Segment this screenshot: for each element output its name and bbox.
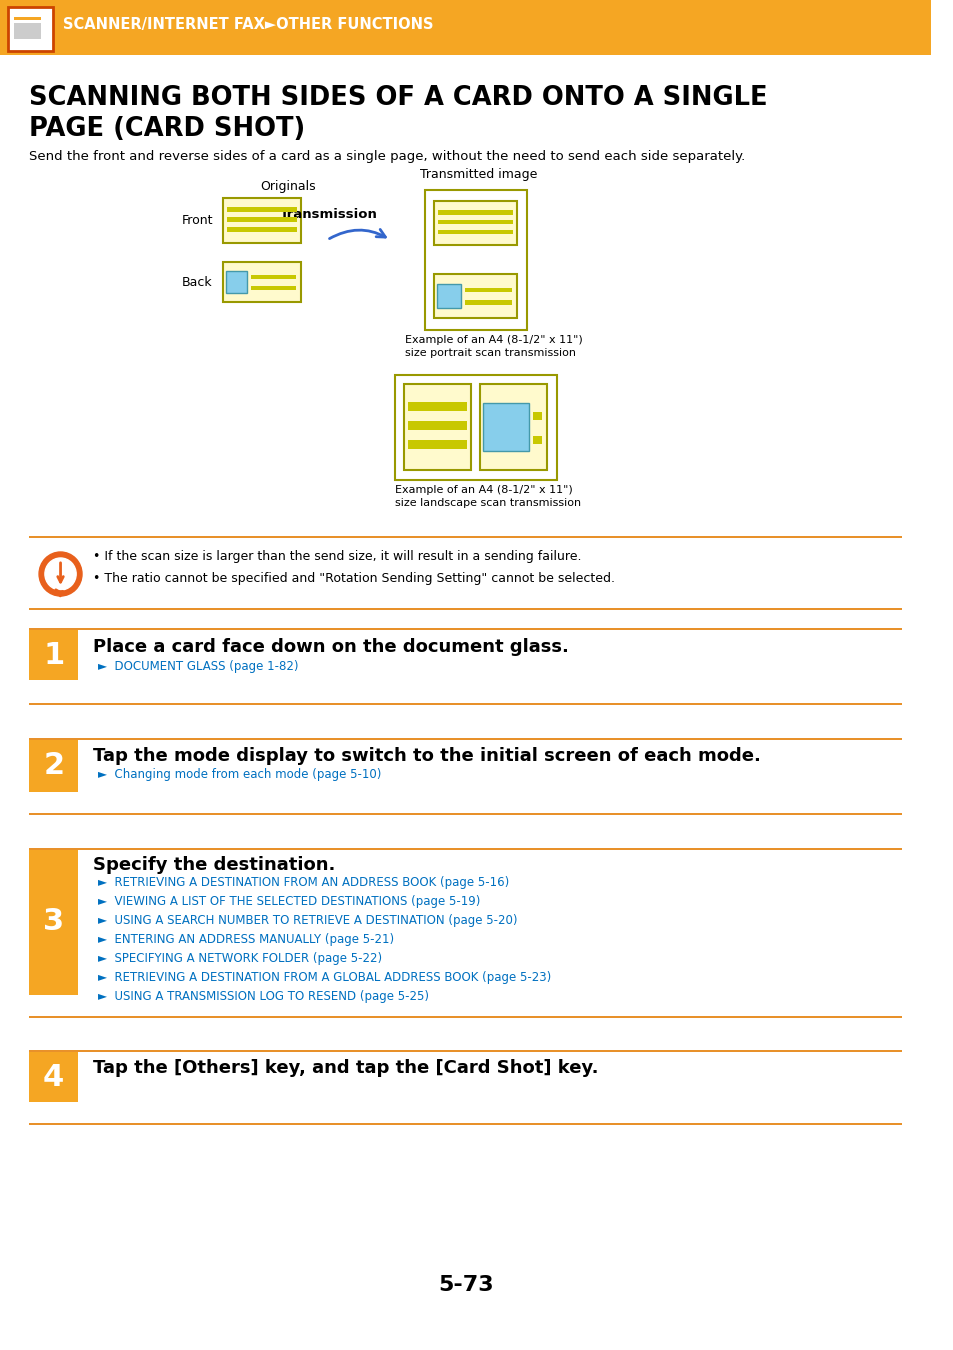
FancyBboxPatch shape — [13, 32, 41, 36]
FancyBboxPatch shape — [408, 402, 466, 410]
Circle shape — [45, 558, 76, 590]
FancyBboxPatch shape — [226, 227, 296, 232]
Text: 1: 1 — [43, 640, 64, 670]
Text: Transmitted image: Transmitted image — [419, 167, 537, 181]
FancyBboxPatch shape — [13, 23, 41, 39]
FancyBboxPatch shape — [222, 262, 300, 302]
FancyBboxPatch shape — [0, 0, 930, 55]
FancyBboxPatch shape — [30, 848, 902, 850]
Text: ►  USING A TRANSMISSION LOG TO RESEND (page 5-25): ► USING A TRANSMISSION LOG TO RESEND (pa… — [97, 990, 428, 1003]
FancyBboxPatch shape — [464, 301, 511, 305]
Text: Back: Back — [182, 275, 213, 289]
Text: Tap the mode display to switch to the initial screen of each mode.: Tap the mode display to switch to the in… — [92, 747, 760, 765]
Text: • The ratio cannot be specified and "Rotation Sending Setting" cannot be selecte: • The ratio cannot be specified and "Rot… — [92, 572, 614, 585]
FancyBboxPatch shape — [30, 1052, 78, 1102]
FancyBboxPatch shape — [30, 630, 78, 680]
FancyArrowPatch shape — [58, 563, 63, 582]
FancyBboxPatch shape — [30, 813, 902, 815]
FancyBboxPatch shape — [222, 198, 300, 243]
Text: • If the scan size is larger than the send size, it will result in a sending fai: • If the scan size is larger than the se… — [92, 549, 580, 563]
FancyArrowPatch shape — [329, 230, 385, 239]
FancyBboxPatch shape — [251, 275, 295, 279]
Text: SCANNER/INTERNET FAX►OTHER FUNCTIONS: SCANNER/INTERNET FAX►OTHER FUNCTIONS — [64, 16, 434, 31]
Text: ►  DOCUMENT GLASS (page 1-82): ► DOCUMENT GLASS (page 1-82) — [97, 660, 298, 674]
FancyBboxPatch shape — [30, 850, 78, 995]
FancyBboxPatch shape — [438, 230, 512, 234]
FancyBboxPatch shape — [30, 628, 902, 630]
FancyBboxPatch shape — [226, 208, 296, 212]
FancyBboxPatch shape — [30, 740, 78, 792]
FancyBboxPatch shape — [480, 383, 546, 470]
Text: Front: Front — [181, 213, 213, 227]
FancyBboxPatch shape — [434, 274, 516, 319]
FancyBboxPatch shape — [30, 1050, 902, 1052]
FancyBboxPatch shape — [395, 375, 556, 481]
FancyBboxPatch shape — [30, 536, 902, 539]
FancyBboxPatch shape — [226, 217, 296, 221]
FancyBboxPatch shape — [438, 220, 512, 224]
FancyBboxPatch shape — [30, 703, 902, 705]
Text: Originals: Originals — [260, 180, 315, 193]
FancyBboxPatch shape — [408, 421, 466, 429]
Text: Place a card face down on the document glass.: Place a card face down on the document g… — [92, 639, 568, 656]
Text: 3: 3 — [43, 907, 64, 937]
Text: ►  VIEWING A LIST OF THE SELECTED DESTINATIONS (page 5-19): ► VIEWING A LIST OF THE SELECTED DESTINA… — [97, 895, 479, 909]
FancyBboxPatch shape — [251, 286, 295, 290]
Text: ►  RETRIEVING A DESTINATION FROM AN ADDRESS BOOK (page 5-16): ► RETRIEVING A DESTINATION FROM AN ADDRE… — [97, 876, 508, 890]
FancyBboxPatch shape — [30, 1123, 902, 1125]
FancyBboxPatch shape — [408, 440, 466, 448]
FancyBboxPatch shape — [483, 404, 529, 451]
Text: ►  ENTERING AN ADDRESS MANUALLY (page 5-21): ► ENTERING AN ADDRESS MANUALLY (page 5-2… — [97, 933, 394, 946]
Circle shape — [39, 552, 82, 595]
FancyBboxPatch shape — [404, 383, 470, 470]
FancyBboxPatch shape — [464, 288, 511, 293]
Text: Send the front and reverse sides of a card as a single page, without the need to: Send the front and reverse sides of a ca… — [30, 150, 744, 163]
Text: ►  USING A SEARCH NUMBER TO RETRIEVE A DESTINATION (page 5-20): ► USING A SEARCH NUMBER TO RETRIEVE A DE… — [97, 914, 517, 927]
FancyBboxPatch shape — [533, 412, 541, 420]
FancyBboxPatch shape — [437, 284, 460, 308]
FancyBboxPatch shape — [13, 18, 41, 20]
Text: Example of an A4 (8-1/2" x 11")
size landscape scan transmission: Example of an A4 (8-1/2" x 11") size lan… — [395, 485, 581, 508]
FancyBboxPatch shape — [13, 26, 41, 28]
Text: ►  RETRIEVING A DESTINATION FROM A GLOBAL ADDRESS BOOK (page 5-23): ► RETRIEVING A DESTINATION FROM A GLOBAL… — [97, 971, 550, 984]
FancyBboxPatch shape — [30, 608, 902, 610]
Text: 4: 4 — [43, 1062, 64, 1092]
Text: 2: 2 — [43, 752, 64, 780]
FancyArrowPatch shape — [56, 590, 63, 595]
FancyBboxPatch shape — [30, 738, 902, 740]
Text: Specify the destination.: Specify the destination. — [92, 856, 335, 873]
FancyBboxPatch shape — [225, 271, 247, 293]
FancyBboxPatch shape — [30, 1017, 902, 1018]
Text: Example of an A4 (8-1/2" x 11")
size portrait scan transmission: Example of an A4 (8-1/2" x 11") size por… — [405, 335, 582, 358]
Text: SCANNING BOTH SIDES OF A CARD ONTO A SINGLE
PAGE (CARD SHOT): SCANNING BOTH SIDES OF A CARD ONTO A SIN… — [30, 85, 767, 142]
Text: ►  SPECIFYING A NETWORK FOLDER (page 5-22): ► SPECIFYING A NETWORK FOLDER (page 5-22… — [97, 952, 381, 965]
Text: Transmission: Transmission — [280, 208, 377, 221]
Text: ►  Changing mode from each mode (page 5-10): ► Changing mode from each mode (page 5-1… — [97, 768, 380, 782]
Text: Tap the [Others] key, and tap the [Card Shot] key.: Tap the [Others] key, and tap the [Card … — [92, 1058, 598, 1077]
FancyBboxPatch shape — [434, 201, 516, 244]
FancyBboxPatch shape — [438, 211, 512, 215]
FancyBboxPatch shape — [533, 436, 541, 444]
Text: 5-73: 5-73 — [437, 1274, 493, 1295]
FancyBboxPatch shape — [424, 190, 527, 329]
FancyBboxPatch shape — [8, 7, 52, 51]
